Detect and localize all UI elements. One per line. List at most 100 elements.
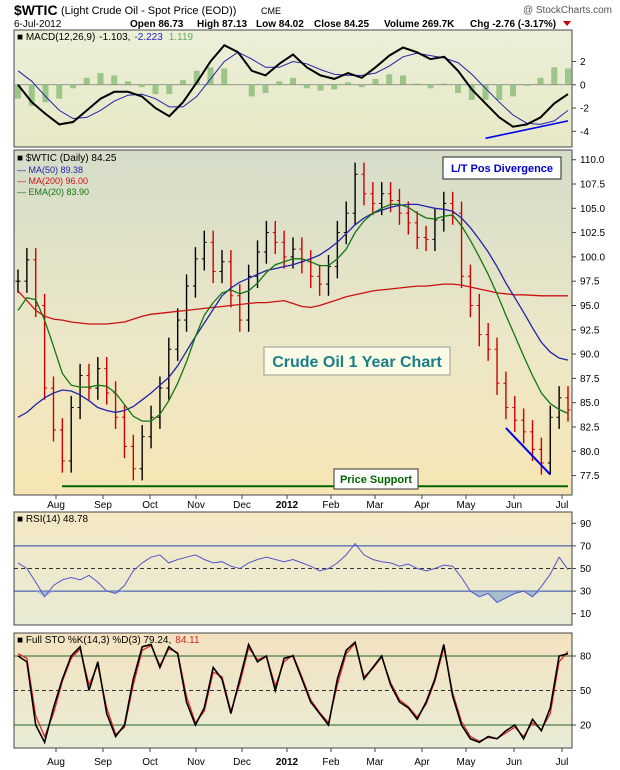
rsi-y-tick-label: 50 [580, 564, 592, 575]
close-value: Close 84.25 [314, 19, 369, 30]
low-value: Low 84.02 [256, 19, 304, 30]
macd-histogram-bar [413, 83, 420, 85]
macd-histogram-bar [427, 84, 434, 89]
rsi-y-tick-label: 30 [580, 587, 592, 598]
x-tick-label: Aug [47, 500, 65, 511]
rsi-line [17, 542, 569, 604]
square-icon: ■ [17, 32, 26, 43]
x-tick-label: Apr [414, 757, 430, 768]
price-legend-ma200: — MA(200) 96.00 [17, 176, 88, 186]
macd-histogram-bar [358, 84, 365, 88]
rsi-legend: ■ RSI(14) 48.78 [17, 514, 89, 525]
macd-histogram-bar [166, 84, 173, 95]
macd-line [17, 43, 569, 128]
sto-panel [13, 632, 573, 749]
macd-histogram-bar [42, 84, 49, 103]
macd-histogram-bar [56, 84, 63, 99]
chart-date: 6-Jul-2012 [14, 19, 62, 30]
x-tick-label: 2012 [276, 500, 299, 511]
price-y-tick-label: 105.0 [580, 204, 605, 215]
x-tick-label: Oct [142, 757, 158, 768]
macd-histogram-bar [111, 75, 118, 85]
sto-y-tick-label: 50 [580, 686, 592, 697]
macd-histogram-bar [482, 84, 489, 100]
dash-icon: — [17, 176, 29, 186]
price-y-tick-label: 97.5 [580, 277, 600, 288]
x-tick-label: Mar [366, 500, 384, 511]
sto-legend: ■ Full STO %K(14,3) %D(3) 79.24, 84.11 [17, 635, 200, 646]
x-tick-label: Dec [233, 500, 251, 511]
macd-signal-line [17, 51, 569, 125]
macd-histogram-bar [537, 77, 544, 85]
price-legend-ema20: — EMA(20) 83.90 [17, 187, 89, 197]
chart-symbol: $WTIC [14, 2, 58, 18]
macd-legend-macd: -1.103, [99, 32, 130, 43]
ma50-text: MA(50) 89.38 [29, 165, 84, 175]
macd-histogram-bar [138, 84, 145, 88]
rsi-y-tick-label: 90 [580, 519, 592, 530]
macd-histogram-bar [510, 84, 516, 97]
x-tick-label: May [457, 500, 476, 511]
price-y-tick-label: 102.5 [580, 228, 605, 239]
x-tick-label: May [457, 757, 476, 768]
price-y-tick-label: 100.0 [580, 252, 605, 263]
support-label: Price Support [340, 474, 412, 486]
macd-histogram-bar [207, 67, 214, 85]
x-tick-label: Jul [556, 757, 569, 768]
price-y-tick-label: 87.5 [580, 374, 600, 385]
dash-icon: — [17, 165, 29, 175]
macd-y-tick-label: 2 [580, 57, 586, 68]
price-y-tick-label: 110.0 [580, 155, 605, 166]
macd-histogram-bar [345, 82, 351, 85]
macd-histogram-bar [331, 84, 338, 90]
macd-histogram-bar [83, 77, 90, 85]
square-icon: ■ [17, 153, 26, 164]
chart-title: Crude Oil 1 Year Chart [272, 354, 442, 371]
square-icon: ■ [17, 635, 26, 646]
macd-y-tick-label: -2 [580, 104, 589, 115]
divergence-label-box [442, 156, 562, 180]
macd-histogram-bar [180, 80, 186, 85]
macd-histogram-bar [523, 84, 530, 86]
macd-histogram-bar [441, 83, 448, 85]
x-tick-label: Nov [187, 500, 205, 511]
chart-description: (Light Crude Oil - Spot Price (EOD)) [61, 5, 236, 17]
sto-y-tick-label: 20 [580, 721, 592, 732]
price-legend-symbol-text: $WTIC (Daily) 84.25 [26, 153, 117, 164]
x-tick-label: Dec [233, 757, 251, 768]
macd-histogram-bar [248, 84, 255, 97]
price-y-tick-label: 90.0 [580, 350, 600, 361]
price-y-tick-label: 92.5 [580, 325, 600, 336]
x-tick-label: Feb [322, 757, 340, 768]
macd-histogram-bar [303, 84, 310, 89]
macd-histogram-bar [468, 84, 475, 100]
square-icon: ■ [17, 514, 26, 525]
macd-histogram-bar [97, 73, 104, 85]
price-panel [13, 149, 573, 496]
sto-legend-prefix: Full STO %K(14,3) %D(3) 79.24, [26, 635, 171, 646]
macd-histogram-bar [70, 84, 76, 89]
dash-icon: — [17, 187, 29, 197]
macd-histogram-bar [262, 84, 269, 93]
macd-legend: ■ MACD(12,26,9) -1.103, -2.223 1.119 [17, 32, 194, 43]
x-tick-label: Nov [187, 757, 205, 768]
high-value: High 87.13 [197, 19, 247, 30]
price-y-tick-label: 85.0 [580, 398, 600, 409]
macd-y-tick-label: -4 [580, 127, 589, 138]
divergence-label: L/T Pos Divergence [451, 163, 553, 175]
x-tick-label: Feb [322, 500, 340, 511]
ma50-line [17, 203, 569, 418]
support-label-box [333, 468, 419, 490]
macd-histogram-bar [152, 84, 159, 95]
price-legend-symbol: ■ $WTIC (Daily) 84.25 [17, 153, 117, 164]
macd-legend-signal: -2.223 [134, 32, 163, 43]
macd-panel [13, 29, 573, 148]
macd-histogram-bar [15, 84, 21, 99]
ma200-line [17, 283, 568, 325]
chart-exchange: CME [261, 6, 281, 16]
x-tick-label: Oct [142, 500, 158, 511]
macd-histogram-bar [28, 84, 35, 106]
volume-value: Volume 269.7K [384, 19, 455, 30]
macd-legend-hist: 1.119 [169, 32, 194, 43]
